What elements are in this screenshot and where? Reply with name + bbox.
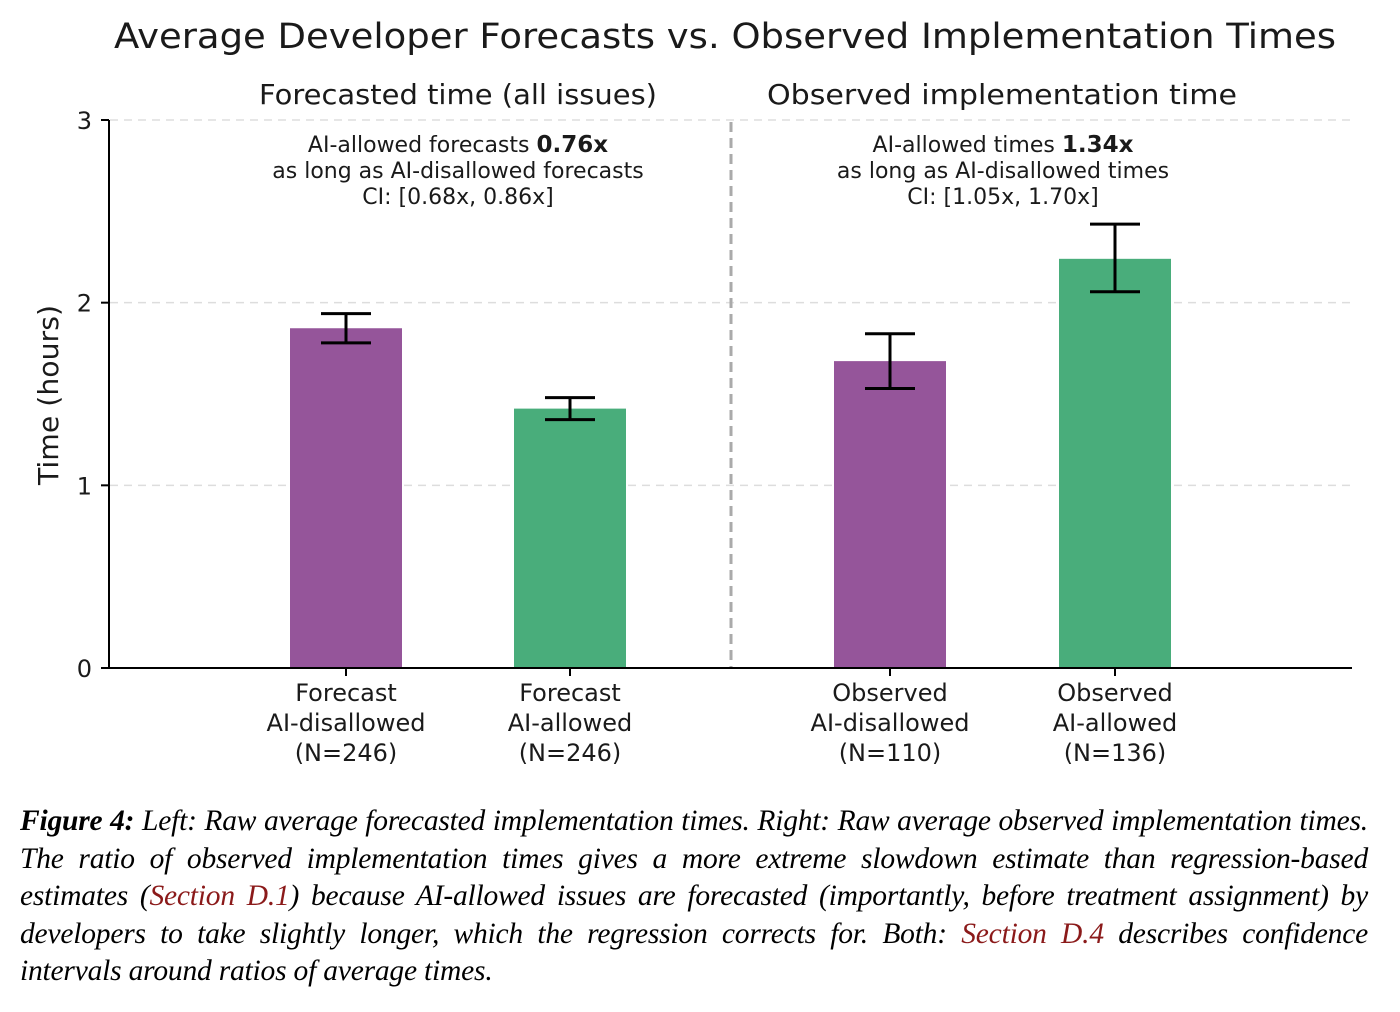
y-tick-label: 1 [77, 472, 92, 500]
annotation-right-line1: AI-allowed times 1.34x [873, 132, 1134, 158]
bar-ai-disallowed [834, 361, 946, 668]
bar-ai-disallowed [290, 328, 402, 668]
y-tick-label: 2 [77, 290, 92, 318]
figure-caption: Figure 4: Left: Raw average forecasted i… [20, 803, 1368, 991]
annotation-left-line3: CI: [0.68x, 0.86x] [362, 185, 553, 210]
panel-title-left: Forecasted time (all issues) [259, 78, 657, 111]
annotation-left-value: 0.76x [536, 132, 608, 158]
x-tick-label: Forecast [295, 679, 397, 707]
annotation-left-prefix: AI-allowed forecasts [308, 133, 537, 158]
bar-chart: Average Developer Forecasts vs. Observed… [32, 17, 1352, 767]
y-tick-label: 0 [77, 655, 92, 683]
annotation-right-prefix: AI-allowed times [873, 133, 1062, 158]
bars [290, 222, 1171, 668]
annotation-left-line1: AI-allowed forecasts 0.76x [308, 132, 608, 158]
annotation-right: AI-allowed times 1.34x as long as AI-dis… [837, 132, 1169, 210]
annotation-right-value: 1.34x [1062, 132, 1134, 158]
bar-ai-allowed [514, 408, 626, 668]
x-tick-labels: ForecastAI-disallowed(N=246)ForecastAI-a… [267, 668, 1178, 767]
caption-link-section-d4[interactable]: Section D.4 [961, 917, 1104, 950]
x-tick-label: Observed [832, 679, 947, 707]
x-tick-label: Forecast [519, 679, 621, 707]
x-tick-label: (N=110) [839, 739, 942, 767]
caption-lead: Figure 4: [20, 805, 135, 837]
caption-text-3: describes confidence intervals around ra… [20, 917, 1368, 988]
x-tick-label: AI-disallowed [267, 709, 426, 737]
x-tick-label: Observed [1057, 679, 1172, 707]
y-axis-label: Time (hours) [32, 305, 65, 486]
x-tick-label: (N=136) [1064, 739, 1167, 767]
x-tick-label: (N=246) [295, 739, 398, 767]
caption-link-section-d1[interactable]: Section D.1 [149, 880, 290, 912]
bar-ai-allowed [1059, 258, 1171, 668]
x-tick-label: AI-disallowed [811, 709, 970, 737]
y-ticks: 0 1 2 3 [77, 107, 109, 683]
x-tick-label: (N=246) [519, 739, 622, 767]
annotation-left: AI-allowed forecasts 0.76x as long as AI… [272, 132, 643, 210]
annotation-left-line2: as long as AI-disallowed forecasts [272, 159, 643, 184]
annotation-right-line2: as long as AI-disallowed times [837, 159, 1169, 184]
caption-text-1: Left: Raw average forecasted implementat… [20, 805, 1368, 912]
annotation-right-line3: CI: [1.05x, 1.70x] [907, 185, 1098, 210]
x-tick-label: AI-allowed [1053, 709, 1178, 737]
chart-title: Average Developer Forecasts vs. Observed… [114, 17, 1336, 57]
caption-text-2: ) because AI-allowed issues are forecast… [20, 880, 1368, 950]
x-tick-label: AI-allowed [508, 709, 633, 737]
y-tick-label: 3 [77, 107, 92, 135]
panel-title-right: Observed implementation time [767, 78, 1237, 111]
